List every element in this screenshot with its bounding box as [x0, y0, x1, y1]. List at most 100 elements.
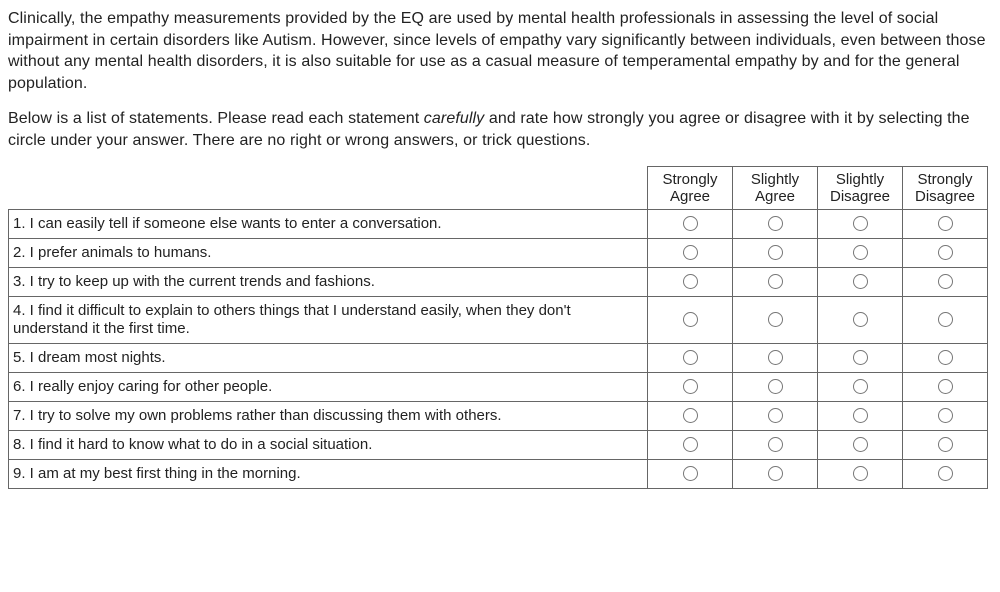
header-line: Agree: [755, 188, 795, 205]
statement-cell: 8. I find it hard to know what to do in …: [9, 431, 648, 460]
option-cell: [648, 344, 733, 373]
statement-cell: 1. I can easily tell if someone else wan…: [9, 210, 648, 239]
radio-option[interactable]: [768, 379, 783, 394]
option-cell: [648, 210, 733, 239]
header-strongly-disagree: Strongly Disagree: [903, 166, 988, 210]
radio-option[interactable]: [938, 274, 953, 289]
option-cell: [903, 239, 988, 268]
radio-option[interactable]: [683, 408, 698, 423]
option-cell: [733, 460, 818, 489]
intro-p2-italic: carefully: [424, 110, 484, 127]
radio-option[interactable]: [853, 466, 868, 481]
statement-cell: 2. I prefer animals to humans.: [9, 239, 648, 268]
intro-paragraph-1: Clinically, the empathy measurements pro…: [8, 8, 988, 94]
table-row: 9. I am at my best first thing in the mo…: [9, 460, 988, 489]
option-cell: [648, 268, 733, 297]
option-cell: [818, 210, 903, 239]
option-cell: [903, 460, 988, 489]
radio-option[interactable]: [768, 312, 783, 327]
radio-option[interactable]: [768, 437, 783, 452]
option-cell: [733, 344, 818, 373]
option-cell: [818, 460, 903, 489]
option-cell: [818, 373, 903, 402]
radio-option[interactable]: [768, 216, 783, 231]
option-cell: [648, 402, 733, 431]
radio-option[interactable]: [683, 274, 698, 289]
statement-cell: 3. I try to keep up with the current tre…: [9, 268, 648, 297]
header-line: Strongly: [917, 171, 972, 188]
radio-option[interactable]: [853, 312, 868, 327]
radio-option[interactable]: [683, 312, 698, 327]
table-row: 3. I try to keep up with the current tre…: [9, 268, 988, 297]
option-cell: [818, 344, 903, 373]
table-row: 5. I dream most nights.: [9, 344, 988, 373]
radio-option[interactable]: [853, 379, 868, 394]
radio-option[interactable]: [683, 216, 698, 231]
header-strongly-agree: Strongly Agree: [648, 166, 733, 210]
radio-option[interactable]: [938, 437, 953, 452]
radio-option[interactable]: [938, 312, 953, 327]
radio-option[interactable]: [768, 466, 783, 481]
header-blank: [9, 166, 648, 210]
option-cell: [903, 402, 988, 431]
header-line: Strongly: [662, 171, 717, 188]
radio-option[interactable]: [683, 437, 698, 452]
option-cell: [903, 344, 988, 373]
radio-option[interactable]: [853, 437, 868, 452]
table-row: 7. I try to solve my own problems rather…: [9, 402, 988, 431]
statement-cell: 4. I find it difficult to explain to oth…: [9, 297, 648, 344]
header-line: Disagree: [915, 188, 975, 205]
radio-option[interactable]: [853, 245, 868, 260]
option-cell: [818, 402, 903, 431]
option-cell: [903, 431, 988, 460]
radio-option[interactable]: [853, 216, 868, 231]
option-cell: [733, 268, 818, 297]
option-cell: [818, 268, 903, 297]
option-cell: [733, 402, 818, 431]
intro-p2-pre: Below is a list of statements. Please re…: [8, 110, 424, 127]
radio-option[interactable]: [853, 350, 868, 365]
option-cell: [818, 239, 903, 268]
option-cell: [733, 297, 818, 344]
radio-option[interactable]: [938, 379, 953, 394]
radio-option[interactable]: [938, 216, 953, 231]
table-row: 2. I prefer animals to humans.: [9, 239, 988, 268]
header-slightly-agree: Slightly Agree: [733, 166, 818, 210]
option-cell: [733, 210, 818, 239]
radio-option[interactable]: [768, 274, 783, 289]
option-cell: [733, 431, 818, 460]
header-line: Slightly: [836, 171, 884, 188]
radio-option[interactable]: [853, 408, 868, 423]
option-cell: [733, 239, 818, 268]
header-line: Agree: [670, 188, 710, 205]
option-cell: [903, 268, 988, 297]
statement-cell: 5. I dream most nights.: [9, 344, 648, 373]
questionnaire-table: Strongly Agree Slightly Agree Slightly D…: [8, 166, 988, 490]
option-cell: [648, 460, 733, 489]
option-cell: [818, 431, 903, 460]
header-line: Slightly: [751, 171, 799, 188]
option-cell: [903, 373, 988, 402]
header-slightly-disagree: Slightly Disagree: [818, 166, 903, 210]
statement-cell: 9. I am at my best first thing in the mo…: [9, 460, 648, 489]
radio-option[interactable]: [683, 466, 698, 481]
radio-option[interactable]: [938, 350, 953, 365]
radio-option[interactable]: [768, 350, 783, 365]
option-cell: [648, 297, 733, 344]
radio-option[interactable]: [938, 408, 953, 423]
statement-cell: 7. I try to solve my own problems rather…: [9, 402, 648, 431]
radio-option[interactable]: [683, 379, 698, 394]
table-row: 1. I can easily tell if someone else wan…: [9, 210, 988, 239]
radio-option[interactable]: [768, 245, 783, 260]
header-line: Disagree: [830, 188, 890, 205]
table-row: 8. I find it hard to know what to do in …: [9, 431, 988, 460]
radio-option[interactable]: [768, 408, 783, 423]
radio-option[interactable]: [938, 466, 953, 481]
radio-option[interactable]: [683, 245, 698, 260]
option-cell: [818, 297, 903, 344]
radio-option[interactable]: [853, 274, 868, 289]
radio-option[interactable]: [683, 350, 698, 365]
option-cell: [903, 210, 988, 239]
intro-paragraph-2: Below is a list of statements. Please re…: [8, 108, 988, 151]
radio-option[interactable]: [938, 245, 953, 260]
